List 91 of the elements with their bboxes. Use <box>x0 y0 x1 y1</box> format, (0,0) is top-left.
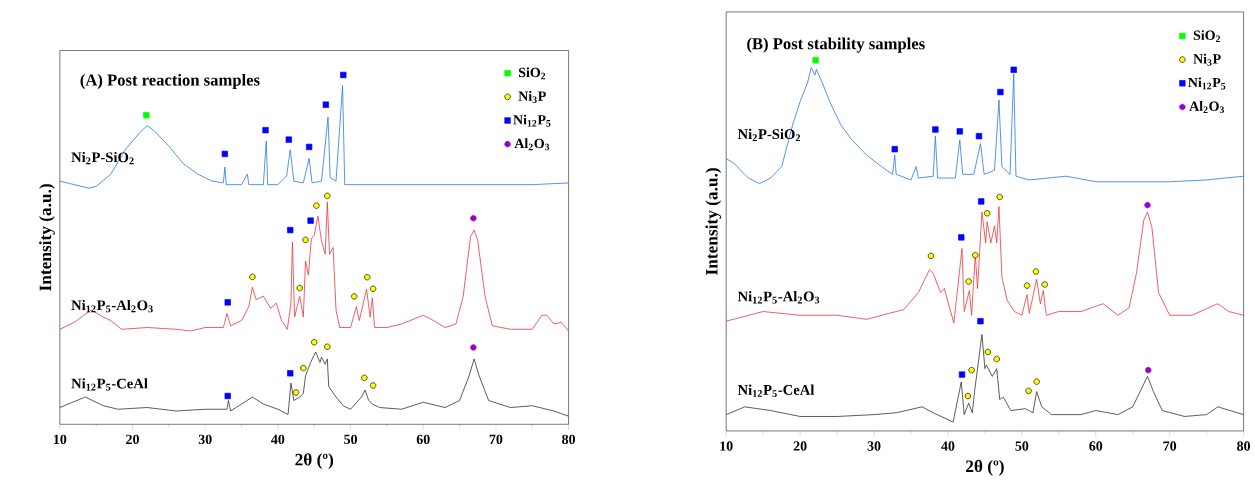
point <box>369 285 377 292</box>
point <box>470 344 477 351</box>
x-tick-label: 50 <box>344 434 358 445</box>
point <box>927 252 935 260</box>
x-tick-label: 10 <box>720 441 733 451</box>
legend-label: SiO$_{2}$ <box>1193 30 1221 43</box>
chart-title: (A) Post reaction samples <box>80 74 260 90</box>
legend-label: Al$_{2}$O$_{3}$ <box>1189 101 1225 114</box>
point <box>968 367 975 374</box>
series-label: Ni$_{12}$P$_{5}$-CeAl <box>737 384 815 398</box>
x-tick-label: 30 <box>867 441 881 451</box>
point <box>470 215 477 222</box>
x-tick-label: 60 <box>416 434 430 445</box>
point <box>324 192 331 200</box>
x-tick-label: 80 <box>562 434 576 445</box>
point <box>891 146 898 153</box>
x-tick-label: 10 <box>54 434 67 445</box>
point <box>324 343 331 350</box>
x-tick-label: 40 <box>941 441 955 451</box>
series-label: Ni$_{2}$P-SiO$_{2}$ <box>737 128 801 142</box>
point <box>932 126 939 133</box>
point <box>287 370 294 377</box>
point <box>292 389 300 396</box>
point <box>340 71 347 79</box>
point <box>997 89 1004 96</box>
point <box>983 210 991 217</box>
point <box>224 299 231 306</box>
point <box>287 227 294 234</box>
point <box>1144 202 1151 209</box>
point <box>975 133 983 140</box>
point <box>322 101 329 108</box>
legend-label: Ni$_{3}$P <box>518 91 546 104</box>
x-tick-label: 40 <box>271 434 285 445</box>
point <box>978 198 985 205</box>
point <box>296 285 303 292</box>
x-tick-label: 20 <box>126 434 139 445</box>
point <box>364 274 371 281</box>
x-tick-label: 80 <box>1237 441 1251 451</box>
x-tick-label: 60 <box>1089 441 1103 451</box>
point <box>306 143 313 151</box>
legend-label: SiO$_{2}$ <box>518 67 546 80</box>
chart-title: (B) Post stability samples <box>747 37 925 53</box>
legend-label: Ni$_{3}$P <box>1193 53 1221 66</box>
point <box>302 236 309 244</box>
x-tick-label: 20 <box>793 441 807 451</box>
series-label: Ni$_{2}$P-SiO$_{2}$ <box>71 152 134 165</box>
x-tick-label: 70 <box>1163 441 1177 451</box>
point <box>812 57 819 64</box>
point <box>996 193 1003 201</box>
point <box>977 318 984 325</box>
point <box>1041 281 1048 288</box>
point <box>300 365 307 372</box>
x-tick-label: 70 <box>489 434 503 445</box>
point <box>307 217 314 224</box>
point <box>1025 387 1032 395</box>
point <box>262 127 269 134</box>
series-label: Ni$_{12}$P$_{5}$-Al$_{2}$O$_{3}$ <box>737 291 820 304</box>
series-label: Ni$_{12}$P$_{5}$-CeAl <box>71 378 148 391</box>
point <box>1032 268 1040 275</box>
point <box>1145 367 1152 374</box>
y-axis-title: Intensity (a.u.) <box>39 184 55 291</box>
legend-label: Ni$_{12}$P$_{5}$ <box>1188 77 1226 90</box>
point <box>369 382 377 389</box>
series-label: Ni$_{12}$P$_{5}$-Al$_{2}$O$_{3}$ <box>71 300 153 313</box>
point <box>361 374 368 382</box>
x-tick-label: 50 <box>1015 441 1029 451</box>
point <box>311 339 318 346</box>
point <box>1033 378 1040 385</box>
point <box>221 150 228 158</box>
point <box>143 112 150 119</box>
point <box>351 293 358 300</box>
point <box>956 128 963 135</box>
point <box>993 355 1000 363</box>
point <box>984 348 991 356</box>
legend-label: Al$_{2}$O$_{3}$ <box>514 138 550 151</box>
point <box>972 252 979 259</box>
point <box>958 371 966 378</box>
point <box>1023 282 1031 289</box>
point <box>964 393 972 400</box>
x-tick-label: 30 <box>198 434 212 445</box>
point <box>285 136 292 143</box>
point <box>958 234 965 241</box>
x-axis-title: 2θ (º) <box>966 459 1004 476</box>
point <box>249 273 256 281</box>
point <box>1010 66 1017 74</box>
y-axis-title: Intensity (a.u.) <box>705 168 722 276</box>
point <box>313 202 320 209</box>
x-axis-title: 2θ (º) <box>295 453 334 470</box>
point <box>965 278 972 285</box>
point <box>224 392 231 400</box>
legend-label: Ni$_{12}$P$_{5}$ <box>513 114 551 127</box>
